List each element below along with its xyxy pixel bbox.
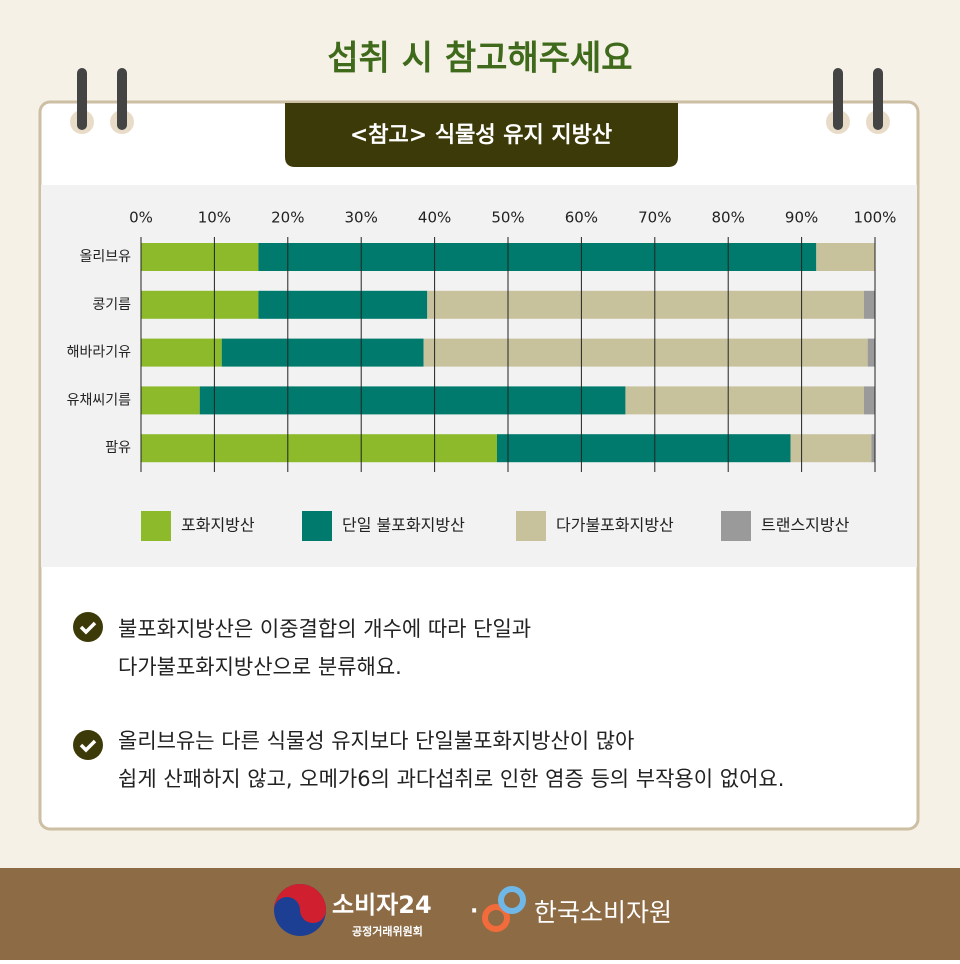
- bar-segment: [141, 338, 222, 367]
- legend-swatch: [302, 511, 332, 541]
- y-tick-label: 해바라기유: [67, 345, 132, 361]
- y-tick-label: 팜유: [105, 440, 131, 456]
- x-tick-label: 80%: [712, 209, 745, 227]
- bar-segment: [141, 243, 259, 271]
- bullet-icons: [73, 612, 103, 760]
- bullet-text: 불포화지방산은 이중결합의 개수에 따라 단일과: [118, 617, 531, 641]
- legend-label: 다가불포화지방산: [556, 516, 674, 535]
- logo2: 한국소비자원: [534, 898, 672, 927]
- separator: ·: [470, 899, 478, 924]
- bar-segment: [496, 434, 791, 463]
- legend-swatch: [141, 511, 171, 541]
- x-tick-label: 40%: [418, 209, 451, 227]
- page-title: 섭취 시 참고해주세요: [327, 39, 632, 79]
- x-tick-label: 10%: [198, 209, 231, 227]
- y-tick-label: 유채씨기름: [67, 392, 132, 408]
- bar-segment: [221, 338, 424, 367]
- tab: [285, 103, 678, 167]
- legend-label: 포화지방산: [181, 516, 255, 535]
- bar-segment: [867, 338, 875, 367]
- bar-segment: [141, 386, 200, 415]
- x-tick-label: 90%: [785, 209, 818, 227]
- x-tick-label: 100%: [854, 209, 897, 227]
- legend-label: 트랜스지방산: [761, 516, 850, 535]
- bar-segment: [258, 290, 428, 319]
- x-tick-label: 70%: [638, 209, 671, 227]
- y-tick-label: 콩기름: [92, 297, 131, 313]
- tab-title: <참고> 식물성 유지 지방산: [350, 123, 612, 148]
- bar-segment: [871, 434, 875, 463]
- legend-swatch: [721, 511, 751, 541]
- logo1-sub: 공정거래위원회: [352, 924, 423, 938]
- x-tick-label: 0%: [129, 209, 153, 227]
- bar-segment: [141, 434, 497, 463]
- bullet-text: 다가불포화지방산으로 분류해요.: [118, 655, 402, 679]
- bullet-text: 올리브유는 다른 식물성 유지보다 단일불포화지방산이 많아: [118, 729, 634, 753]
- legend-label: 단일 불포화지방산: [342, 516, 465, 535]
- rings: [70, 68, 890, 134]
- logo1: 소비자24: [332, 891, 432, 919]
- bar-segment: [258, 243, 817, 271]
- logo1-icon: [274, 884, 326, 936]
- footer: [0, 868, 960, 960]
- bar-segment: [790, 434, 872, 463]
- x-tick-label: 60%: [565, 209, 598, 227]
- bar-segment: [625, 386, 864, 415]
- legend-swatch: [516, 511, 546, 541]
- bar-segment: [141, 290, 259, 319]
- bar-segment: [863, 290, 875, 319]
- bar-segment: [199, 386, 626, 415]
- chart: 0% 10% 20% 30% 40% 50% 60% 70% 80% 90% 100% 올리브유콩기름…: [67, 209, 897, 541]
- bar-segment: [423, 338, 868, 367]
- x-tick-label: 20%: [271, 209, 304, 227]
- bar-segment: [863, 386, 875, 415]
- x-tick-label: 50%: [491, 209, 524, 227]
- bar-segment: [427, 290, 864, 319]
- logo2-icon: [482, 886, 526, 932]
- x-tick-label: 30%: [345, 209, 378, 227]
- bullet-text: 쉽게 산패하지 않고, 오메가6의 과다섭취로 인한 염증 등의 부작용이 없어…: [118, 767, 784, 791]
- chart-area: [41, 185, 917, 567]
- y-tick-label: 올리브유: [79, 249, 131, 265]
- bar-segment: [816, 243, 875, 271]
